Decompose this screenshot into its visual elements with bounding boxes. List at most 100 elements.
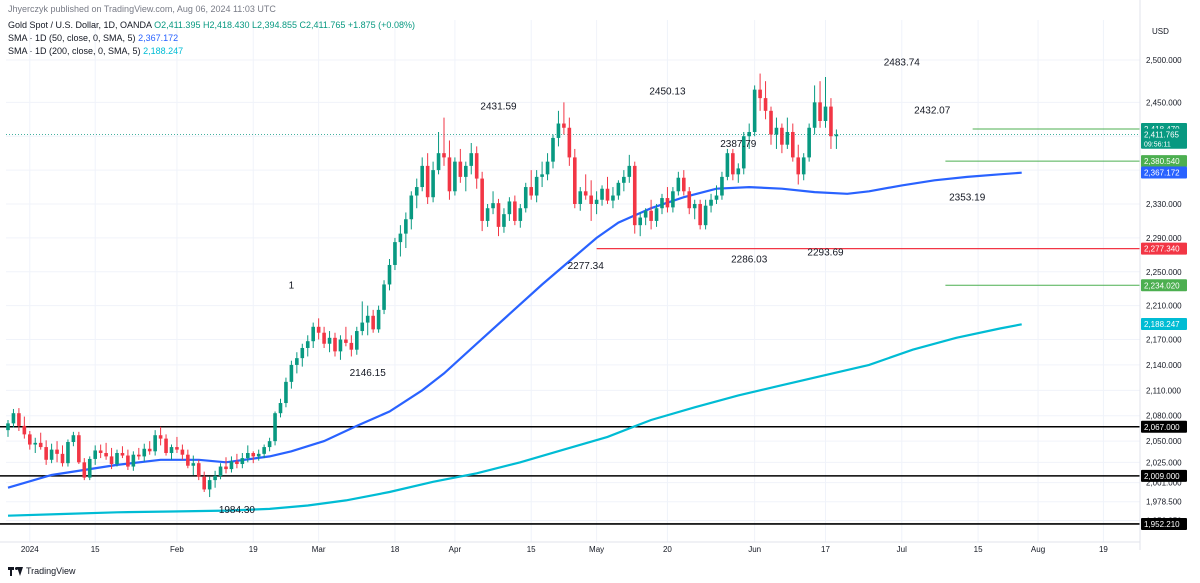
candle-body	[725, 153, 730, 177]
sma50-label: SMA · 1D (50, close, 0, SMA, 5)	[8, 33, 136, 43]
tradingview-logo[interactable]: TradingView	[8, 566, 76, 576]
candle-body	[153, 435, 157, 452]
level-price-tag[interactable]	[1141, 279, 1187, 292]
candle-body	[611, 195, 615, 201]
candle-body	[649, 210, 653, 221]
candle-body	[589, 195, 593, 204]
y-tick-label: 1,978.500	[1146, 498, 1182, 507]
candle-body	[703, 205, 708, 226]
candle-body	[763, 98, 768, 111]
candle-body	[213, 475, 217, 481]
candle-body	[594, 199, 599, 204]
candle-body	[545, 161, 550, 175]
candle-body	[414, 187, 419, 196]
sma50-line	[7, 171, 1022, 489]
level-price-label: 2,234.020	[1144, 281, 1180, 290]
level-price-tag[interactable]	[1141, 242, 1187, 255]
candle-body	[77, 435, 81, 463]
price-annotation: 2431.59	[480, 102, 517, 113]
candle-body	[551, 137, 555, 162]
grid	[6, 20, 1140, 542]
candle-body	[458, 161, 463, 177]
candle-body	[365, 315, 370, 323]
candle-body	[665, 198, 670, 208]
candle-body	[180, 449, 185, 455]
candle-body	[104, 453, 108, 457]
candle-body	[676, 177, 681, 192]
candle-body	[714, 195, 719, 200]
level-price-tag[interactable]	[1141, 469, 1187, 482]
price-tag[interactable]	[1141, 128, 1187, 149]
symbol-name[interactable]: Gold Spot / U.S. Dollar, 1D, OANDA	[8, 20, 152, 30]
candle-body	[147, 448, 152, 452]
candle-body	[616, 182, 621, 196]
candle-body	[60, 453, 65, 464]
price-axis[interactable]: USD2,500.0002,450.0002,410.0002,370.0002…	[1139, 0, 1200, 583]
candle-body	[812, 102, 817, 128]
x-tick-label: 15	[527, 545, 536, 554]
candle-body	[752, 89, 757, 132]
candle-body	[731, 153, 735, 175]
candle-body	[371, 315, 375, 330]
x-tick-label: Jun	[748, 545, 761, 554]
time-axis[interactable]: 2024 15 Feb 19 Mar 18 Apr 15 May 20 Jun 17 Jul 15 Aug 1…	[0, 541, 1140, 554]
level-price-tag[interactable]	[1141, 517, 1187, 530]
candle-body	[398, 233, 403, 243]
candle-body	[300, 347, 305, 359]
candle-body	[682, 177, 686, 192]
y-tick-label: 2,500.000	[1146, 56, 1182, 65]
candle-body	[818, 102, 822, 121]
candle-body	[66, 441, 70, 464]
x-tick-label: Feb	[170, 545, 184, 554]
sma200-legend[interactable]: SMA · 1D (200, close, 0, SMA, 5) 2,188.2…	[8, 46, 183, 56]
level-price-tag[interactable]	[1141, 420, 1187, 433]
price-tag[interactable]	[1141, 318, 1187, 331]
candle-body	[22, 425, 27, 435]
candle-body	[523, 187, 528, 209]
price-annotation: 2286.03	[731, 254, 768, 265]
candle-body	[540, 174, 544, 177]
candle-body	[240, 458, 245, 465]
price-tag-label: 2,411.765	[1144, 131, 1180, 140]
candle-body	[393, 242, 397, 265]
y-tick-label: 2,025.000	[1146, 458, 1182, 467]
candle-body	[491, 203, 495, 209]
candle-body	[600, 188, 604, 200]
price-annotation: 2432.07	[914, 106, 951, 117]
candle-body	[355, 331, 359, 350]
y-tick-label: 2,050.000	[1146, 437, 1182, 446]
candle-body	[120, 453, 125, 456]
candle-body	[567, 127, 572, 158]
level-price-tag[interactable]	[1141, 155, 1187, 168]
candle-body	[44, 447, 48, 460]
sma200-line	[7, 323, 1022, 517]
candle-body	[720, 176, 724, 196]
candle-body	[573, 157, 577, 204]
candle-body	[142, 448, 147, 457]
price-axis-panel	[1140, 0, 1200, 583]
candle-body	[442, 153, 446, 158]
price-annotation: 1	[289, 281, 295, 292]
candle-body	[829, 106, 833, 137]
candle-body	[202, 476, 206, 490]
candle-body	[409, 195, 414, 220]
candle-body	[785, 131, 790, 145]
candle-body	[316, 326, 321, 333]
candle-body	[137, 454, 141, 457]
level-price-label: 2,009.000	[1144, 472, 1180, 481]
sma50-legend[interactable]: SMA · 1D (50, close, 0, SMA, 5) 2,367.17…	[8, 33, 178, 43]
price-tag[interactable]	[1141, 166, 1187, 179]
y-tick-label: 2,170.000	[1146, 336, 1182, 345]
price-annotations: 2483.74 2450.13 2431.59 2432.07 2387.79 2353.…	[219, 58, 986, 517]
candle-body	[295, 358, 299, 365]
candle-body	[256, 453, 261, 457]
candle-body	[741, 136, 746, 169]
level-price-label: 2,380.540	[1144, 157, 1180, 166]
candle-body	[425, 165, 430, 198]
x-tick-label: Apr	[449, 545, 462, 554]
y-tick-label: 2,210.000	[1146, 302, 1182, 311]
candle-body	[11, 413, 16, 424]
candle-body	[638, 217, 642, 226]
price-annotation: 2353.19	[949, 193, 986, 204]
